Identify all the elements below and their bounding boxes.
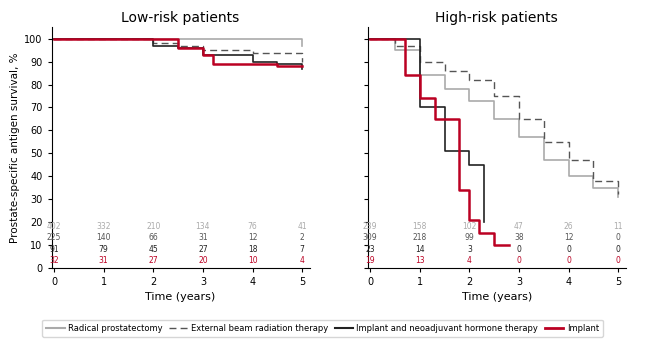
Text: 7: 7 [300,245,304,254]
Text: 2: 2 [300,233,304,242]
Text: 12: 12 [248,233,257,242]
Text: 0: 0 [566,256,571,265]
Text: 4: 4 [467,256,471,265]
Text: 23: 23 [365,245,375,254]
Text: 76: 76 [248,222,257,231]
Text: 210: 210 [146,222,161,231]
Title: High-risk patients: High-risk patients [435,11,558,25]
Text: 11: 11 [613,222,623,231]
Text: 13: 13 [415,256,424,265]
Text: 158: 158 [413,222,427,231]
Text: 45: 45 [148,245,158,254]
Text: 218: 218 [413,233,427,242]
Text: 27: 27 [148,256,158,265]
Text: 0: 0 [517,256,521,265]
X-axis label: Time (years): Time (years) [462,292,531,302]
X-axis label: Time (years): Time (years) [146,292,215,302]
Y-axis label: Prostate-specific antigen survival, %: Prostate-specific antigen survival, % [10,52,20,243]
Text: 47: 47 [514,222,524,231]
Text: 0: 0 [616,233,620,242]
Text: 0: 0 [517,245,521,254]
Text: 91: 91 [49,245,59,254]
Text: 10: 10 [248,256,257,265]
Text: 38: 38 [514,233,524,242]
Text: 4: 4 [300,256,304,265]
Title: Low-risk patients: Low-risk patients [121,11,240,25]
Text: 99: 99 [464,233,474,242]
Text: 32: 32 [49,256,59,265]
Text: 0: 0 [616,245,620,254]
Text: 332: 332 [97,222,111,231]
Legend: Radical prostatectomy, External beam radiation therapy, Implant and neoadjuvant : Radical prostatectomy, External beam rad… [42,320,603,337]
Text: 309: 309 [363,233,377,242]
Text: 0: 0 [616,256,620,265]
Text: 20: 20 [198,256,208,265]
Text: 19: 19 [365,256,375,265]
Text: 31: 31 [99,256,108,265]
Text: 66: 66 [148,233,158,242]
Text: 41: 41 [297,222,307,231]
Text: 3: 3 [467,245,471,254]
Text: 402: 402 [47,222,61,231]
Text: 14: 14 [415,245,424,254]
Text: 12: 12 [564,233,573,242]
Text: 134: 134 [195,222,210,231]
Text: 79: 79 [99,245,108,254]
Text: 18: 18 [248,245,257,254]
Text: 26: 26 [564,222,573,231]
Text: 225: 225 [47,233,61,242]
Text: 239: 239 [363,222,377,231]
Text: 140: 140 [97,233,111,242]
Text: 0: 0 [566,245,571,254]
Text: 27: 27 [198,245,208,254]
Text: 102: 102 [462,222,477,231]
Text: 31: 31 [198,233,208,242]
